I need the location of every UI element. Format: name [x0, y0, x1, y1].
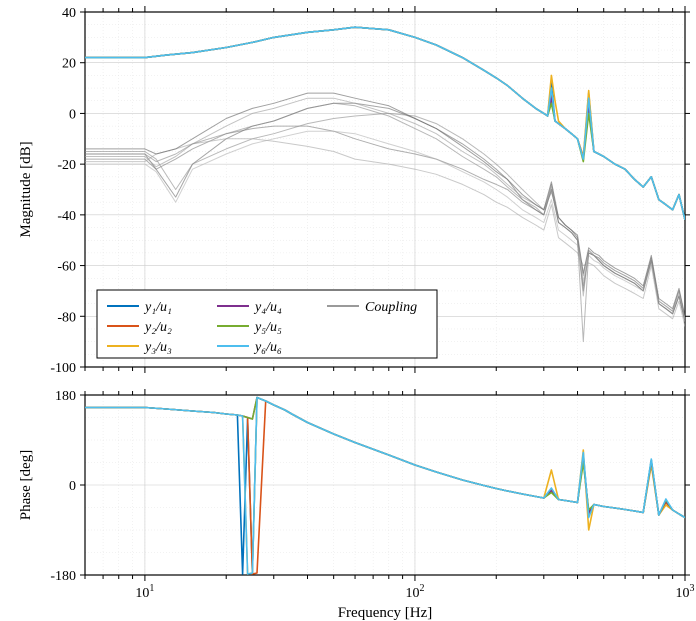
- xtick-label: 103: [676, 583, 695, 601]
- bottom-lines: [85, 398, 685, 575]
- xtick-label: 102: [405, 583, 424, 601]
- data-series: [85, 398, 685, 575]
- data-series: [85, 27, 685, 220]
- ytick-label: 20: [62, 57, 76, 72]
- main-svg: -100 -80 -60 -40 -20 0 20 40 Magnitude [dB] y₁/u₁…: [0, 0, 696, 621]
- ytick-label: -180: [50, 569, 76, 584]
- data-series: [85, 398, 685, 575]
- y-axis-label: Phase [deg]: [18, 450, 34, 520]
- y-axis-label: Magnitude [dB]: [18, 141, 34, 237]
- data-series: [85, 27, 685, 220]
- legend-label: y₃/u₃: [143, 340, 172, 355]
- ytick-label: -20: [57, 158, 76, 173]
- ytick-label: 0: [69, 479, 76, 494]
- legend: y₁/u₁ y₂/u₂ y₃/u₃ y₄/u₄ y₅/u₅ y₆/u₆ Coupling: [97, 290, 437, 358]
- legend-label: y₄/u₄: [253, 300, 282, 315]
- data-series: [85, 27, 685, 220]
- data-series: [85, 113, 685, 318]
- ytick-label: -80: [57, 310, 76, 325]
- data-series: [85, 93, 685, 316]
- data-series: [85, 27, 685, 220]
- data-series: [85, 401, 685, 574]
- ytick-label: 180: [55, 389, 76, 404]
- xtick-label: 101: [135, 583, 154, 601]
- x-axis-label: Frequency [Hz]: [338, 605, 433, 621]
- data-series: [85, 398, 685, 518]
- data-series: [85, 398, 685, 518]
- data-series: [85, 27, 685, 220]
- figure-container: -100 -80 -60 -40 -20 0 20 40 Magnitude [dB] y₁/u₁…: [0, 0, 696, 621]
- legend-label: y₁/u₁: [143, 300, 172, 315]
- data-series: [85, 98, 685, 319]
- data-series: [85, 103, 685, 321]
- legend-label: y₆/u₆: [253, 340, 282, 355]
- data-series: [85, 27, 685, 220]
- ytick-label: 0: [69, 107, 76, 122]
- legend-label: y₅/u₅: [253, 320, 282, 335]
- ytick-label: -100: [50, 361, 76, 376]
- ytick-label: 40: [62, 6, 76, 21]
- ytick-label: -60: [57, 260, 76, 275]
- data-series: [85, 398, 685, 575]
- legend-label: Coupling: [365, 300, 417, 315]
- legend-label: y₂/u₂: [143, 320, 172, 335]
- ytick-label: -40: [57, 209, 76, 224]
